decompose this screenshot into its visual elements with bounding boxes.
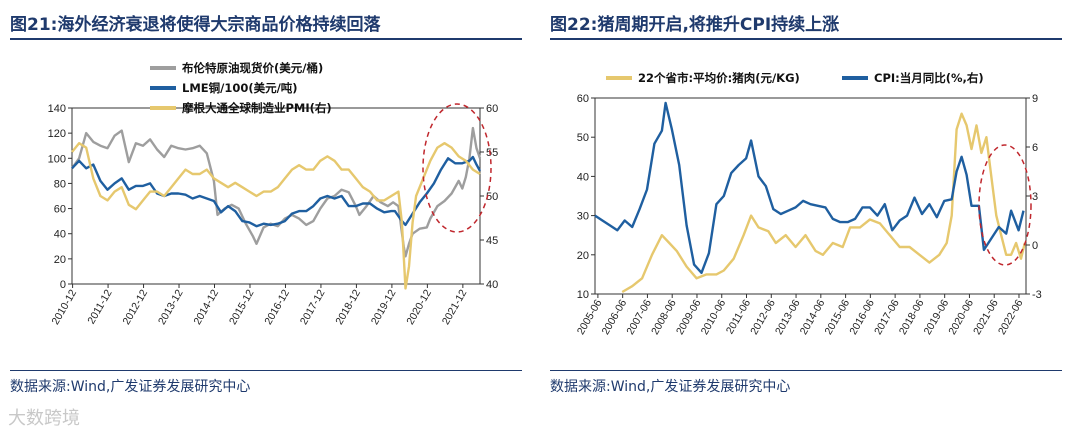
legend-label-1: 布伦特原油现货价(美元/桶) <box>181 61 323 75</box>
x-tick-label: 2010-12 <box>50 287 80 327</box>
y-left-tick-label: 50 <box>577 132 589 144</box>
y-right-tick-label: 60 <box>486 103 498 115</box>
y-left-tick-label: 0 <box>60 279 66 291</box>
y-right-tick-label: 50 <box>486 191 498 203</box>
y-left-tick-label: 40 <box>577 171 589 183</box>
x-tick-label: 2020-12 <box>404 287 434 327</box>
plot-frame <box>71 107 481 285</box>
right-title-rule <box>550 38 1062 40</box>
left-panel: 图21:海外经济衰退将使得大宗商品价格持续回落 0 20 40 60 80 100 120 1… <box>10 0 530 435</box>
left-source-text: 数据来源:Wind,广发证券发展研究中心 <box>10 379 251 395</box>
right-source-rule <box>550 370 1062 371</box>
series-line-2 <box>71 155 482 228</box>
legend-label-3: 摩根大通全球制造业PMI(右) <box>182 101 332 115</box>
x-tick-label: 2015-12 <box>227 287 257 327</box>
series-line-1 <box>621 112 1026 294</box>
x-tick-label: 2012-12 <box>120 287 150 327</box>
right-panel: 图22:猪周期开启,将推升CPI持续上涨 10 20 30 40 50 60 -3 0 3 6 9 2… <box>550 0 1070 435</box>
left-title-rule <box>10 38 522 40</box>
annotation-ellipse <box>422 103 492 233</box>
y-right-tick-label: 3 <box>1032 191 1038 203</box>
y-right-tick-label: 9 <box>1032 93 1038 105</box>
y-left-tick-label: 80 <box>54 178 66 190</box>
left-chart: 0 20 40 60 80 100 120 140 40 45 50 55 60 2010-12 2011-… <box>48 61 499 327</box>
legend-label-2: CPI:当月同比(%,右) <box>874 71 984 85</box>
y-left-tick-label: 120 <box>48 128 66 140</box>
legend-label-1: 22个省市:平均价:猪肉(元/KG) <box>638 71 800 85</box>
y-left-tick-label: 60 <box>54 204 66 216</box>
x-tick-label: 2011-12 <box>85 287 114 326</box>
x-tick-label: 2018-12 <box>333 287 363 327</box>
y-right-tick-label: 0 <box>1032 240 1038 252</box>
x-tick-label: 2021-12 <box>440 287 470 327</box>
y-right-tick-label: 55 <box>486 147 498 159</box>
watermark: 大数跨境 <box>8 408 80 429</box>
annotation-ellipse <box>978 144 1032 266</box>
y-right-tick-label: 40 <box>486 279 498 291</box>
y-left-tick-label: 60 <box>577 93 589 105</box>
y-left-tick-label: 20 <box>54 254 66 266</box>
y-right-tick-label: -3 <box>1032 289 1042 301</box>
x-tick-label: 2016-12 <box>262 287 292 327</box>
right-source-text: 数据来源:Wind,广发证券发展研究中心 <box>550 379 791 395</box>
y-left-tick-label: 40 <box>54 229 66 241</box>
y-right-tick-label: 6 <box>1032 142 1038 154</box>
y-left-tick-label: 10 <box>577 289 589 301</box>
left-source-rule <box>10 370 522 371</box>
series-line-1 <box>71 126 482 258</box>
plot-frame <box>594 97 1027 295</box>
x-tick-label: 2019-12 <box>369 287 399 327</box>
x-tick-label: 2014-12 <box>191 287 221 327</box>
x-tick-label: 2013-12 <box>156 287 186 327</box>
y-left-tick-label: 30 <box>577 211 589 223</box>
x-tick-label: 2017-12 <box>298 287 328 327</box>
y-left-tick-label: 140 <box>48 103 66 115</box>
series-line-2 <box>594 101 1025 275</box>
left-chart-title: 图21:海外经济衰退将使得大宗商品价格持续回落 <box>10 15 381 35</box>
legend-label-2: LME铜/100(美元/吨) <box>182 81 298 95</box>
y-left-tick-label: 20 <box>577 250 589 262</box>
series-line-3 <box>71 141 481 290</box>
y-left-tick-label: 100 <box>48 153 66 165</box>
right-chart-title: 图22:猪周期开启,将推升CPI持续上涨 <box>550 15 840 35</box>
right-chart: 102030405060-303692005-062006-062007-062… <box>575 71 1042 337</box>
y-right-tick-label: 45 <box>486 235 498 247</box>
